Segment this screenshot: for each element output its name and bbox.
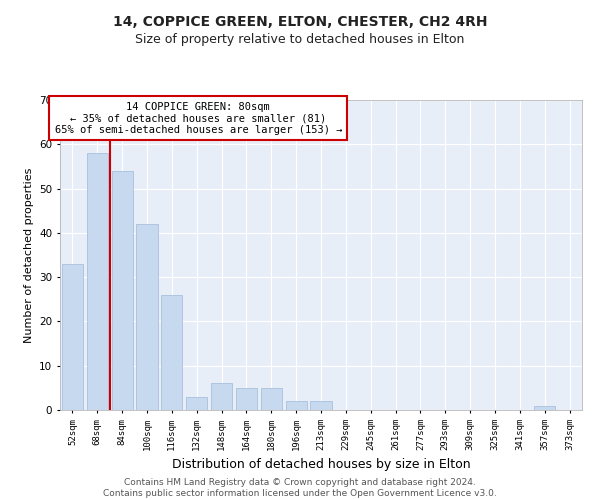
Text: Contains HM Land Registry data © Crown copyright and database right 2024.
Contai: Contains HM Land Registry data © Crown c… [103, 478, 497, 498]
Y-axis label: Number of detached properties: Number of detached properties [23, 168, 34, 342]
Bar [310, 401, 332, 410]
Bar [186, 396, 207, 410]
Text: 14, COPPICE GREEN, ELTON, CHESTER, CH2 4RH: 14, COPPICE GREEN, ELTON, CHESTER, CH2 4… [113, 15, 487, 29]
Bar [87, 153, 108, 410]
Text: Size of property relative to detached houses in Elton: Size of property relative to detached ho… [136, 32, 464, 46]
Bar [161, 295, 182, 410]
Bar [112, 171, 133, 410]
Bar [286, 401, 307, 410]
X-axis label: Distribution of detached houses by size in Elton: Distribution of detached houses by size … [172, 458, 470, 471]
Bar [236, 388, 257, 410]
Bar [211, 384, 232, 410]
Bar [534, 406, 555, 410]
Text: 14 COPPICE GREEN: 80sqm
← 35% of detached houses are smaller (81)
65% of semi-de: 14 COPPICE GREEN: 80sqm ← 35% of detache… [55, 102, 342, 134]
Bar [136, 224, 158, 410]
Bar [261, 388, 282, 410]
Bar [62, 264, 83, 410]
